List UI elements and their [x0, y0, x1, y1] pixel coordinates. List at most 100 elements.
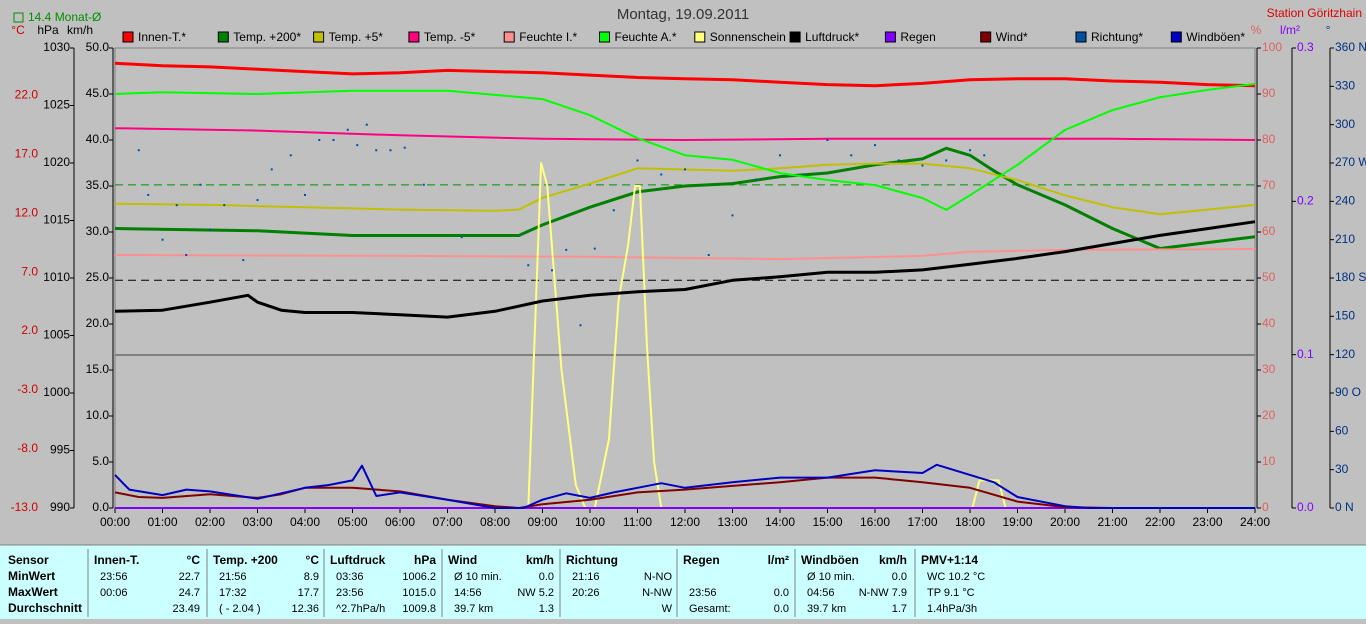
table-group-title: Windböen	[801, 553, 859, 567]
axis-unit: hPa	[37, 23, 59, 37]
series-line	[114, 127, 1256, 141]
legend-label: Wind*	[996, 30, 1028, 44]
legend-swatch	[599, 31, 610, 43]
y-tick-label: 70	[1262, 178, 1276, 192]
table-cell: 24.7	[179, 587, 200, 599]
series-line	[114, 463, 1255, 509]
legend-label: Richtung*	[1091, 30, 1143, 44]
table-cell: Ø 10 min.	[454, 571, 502, 583]
legend-swatch	[408, 31, 420, 43]
table-cell: 8.9	[304, 571, 319, 583]
y-tick-label: 0.3	[1297, 40, 1314, 54]
legend-label: Innen-T.*	[138, 30, 186, 44]
y-tick-label: 30	[1262, 362, 1276, 376]
x-tick-label: 24:00	[1240, 515, 1270, 529]
legend-swatch	[980, 31, 992, 43]
table-cell: 39.7 km	[454, 603, 493, 615]
y-tick-label: 12.0	[15, 205, 39, 219]
y-tick-label: 180 S	[1335, 270, 1366, 284]
direction-point	[874, 144, 876, 147]
station: Station Göritzhain	[1267, 6, 1362, 20]
legend-swatch	[313, 31, 325, 43]
table-cell: Ø 10 min.	[807, 571, 855, 583]
series-line	[114, 248, 1256, 261]
direction-point	[826, 139, 829, 141]
legend-label: Feuchte A.*	[615, 30, 677, 44]
y-tick-label: 25.0	[86, 270, 110, 284]
y-tick-label: 360 N	[1335, 40, 1366, 54]
x-tick-label: 16:00	[860, 515, 890, 529]
x-tick-label: 19:00	[1002, 515, 1032, 529]
y-tick-label: 1025	[43, 98, 70, 112]
legend-label: Temp. -5*	[424, 30, 476, 44]
table-background	[0, 545, 1366, 619]
table-group-title: Wind	[448, 553, 477, 567]
table-group-title: Richtung	[566, 553, 618, 567]
legend-swatch	[884, 31, 896, 43]
y-tick-label: 30.0	[86, 224, 110, 238]
table-cell: NW 5.2	[517, 587, 554, 599]
table-unit: km/h	[526, 553, 554, 567]
y-tick-label: 120	[1335, 347, 1355, 361]
direction-point	[684, 168, 686, 171]
x-tick-label: 00:00	[100, 515, 130, 529]
direction-point	[375, 149, 378, 152]
y-tick-label: 210	[1335, 232, 1355, 246]
legend-label: Temp. +200*	[233, 30, 301, 44]
direction-point	[593, 247, 596, 250]
table-cell: 0.0	[539, 571, 554, 583]
y-tick-label: 270 W	[1335, 155, 1366, 169]
series-line	[114, 61, 1256, 88]
y-tick-label: 0 N	[1335, 500, 1354, 514]
axis-unit: %	[1251, 23, 1262, 37]
y-tick-label: -3.0	[17, 382, 38, 396]
table-cell: W	[662, 603, 673, 615]
table-cell: 0.0	[774, 603, 789, 615]
x-tick-label: 06:00	[385, 515, 415, 529]
direction-point	[707, 254, 710, 256]
x-tick-label: 02:00	[195, 515, 225, 529]
x-tick-label: 08:00	[480, 515, 510, 529]
x-tick-label: 01:00	[147, 515, 177, 529]
chart-title: Montag, 19.09.2011	[617, 6, 749, 23]
y-tick-label: 90	[1262, 86, 1276, 100]
direction-point	[289, 154, 292, 157]
table-cell: 17.7	[298, 587, 319, 599]
direction-point	[551, 269, 553, 272]
y-tick-label: 990	[50, 500, 70, 514]
y-tick-label: 330	[1335, 79, 1355, 93]
table-unit: °C	[306, 553, 320, 567]
legend-swatch	[217, 31, 229, 43]
table-row-label: MaxWert	[8, 585, 58, 599]
x-tick-label: 04:00	[290, 515, 320, 529]
x-tick-label: 21:00	[1097, 515, 1127, 529]
y-tick-label: 1015	[43, 213, 70, 227]
table-cell: 21:16	[572, 571, 600, 583]
y-tick-label: 0.1	[1297, 347, 1314, 361]
x-tick-label: 14:00	[765, 515, 795, 529]
direction-point	[199, 183, 202, 186]
y-tick-label: 5.0	[92, 454, 109, 468]
table-cell: 20:26	[572, 587, 600, 599]
direction-point	[223, 204, 226, 207]
table-cell: 21:56	[219, 571, 247, 583]
direction-point	[983, 154, 986, 157]
table-cell: 23:56	[100, 571, 128, 583]
legend-swatch	[789, 31, 801, 43]
table-cell: 12.36	[291, 603, 319, 615]
direction-point	[389, 149, 392, 152]
table-cell: 17:32	[219, 587, 247, 599]
table-group-title: Regen	[683, 553, 720, 567]
table-cell: 04:56	[807, 587, 835, 599]
table-group-title: Innen-T.	[94, 553, 139, 567]
legend-swatch	[1075, 31, 1087, 43]
direction-point	[137, 149, 140, 152]
y-tick-label: 100	[1262, 40, 1282, 54]
legend-label: Windböen*	[1186, 30, 1245, 44]
direction-point	[731, 214, 734, 217]
y-tick-label: 22.0	[15, 87, 39, 101]
direction-point	[660, 173, 663, 176]
direction-point	[850, 154, 853, 157]
table-cell: N-NO	[644, 571, 673, 583]
